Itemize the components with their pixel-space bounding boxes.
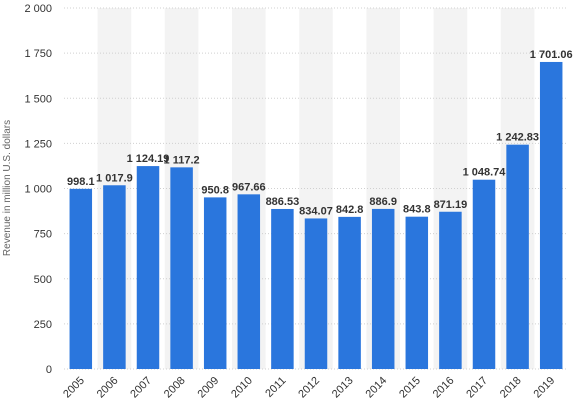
- x-tick-label: 2011: [263, 375, 288, 400]
- y-tick-label: 1 750: [24, 48, 52, 60]
- data-label: 1 117.2: [164, 154, 200, 166]
- bar: [271, 208, 294, 369]
- data-label: 886.9: [369, 196, 397, 208]
- y-tick-label: 1 000: [24, 184, 52, 196]
- data-label: 843.8: [403, 204, 431, 216]
- x-tick-label: 2005: [61, 375, 87, 401]
- data-label: 1 048.74: [463, 167, 507, 179]
- data-label: 871.19: [434, 199, 468, 211]
- bar: [405, 216, 429, 369]
- data-label: 1 242.83: [496, 132, 539, 144]
- x-tick-label: 2006: [95, 375, 121, 401]
- x-tick-label: 2009: [196, 375, 222, 401]
- bar: [203, 197, 227, 369]
- y-axis-ticks: 0 250 500 750 1 000 1 250 1 500 1 750 2 000: [24, 3, 52, 376]
- bar: [439, 211, 462, 369]
- x-tick-label: 2010: [229, 375, 255, 401]
- data-label: 998.1: [67, 176, 95, 188]
- x-tick-label: 2019: [532, 375, 558, 401]
- data-label: 1 017.9: [96, 172, 133, 184]
- x-tick-label: 2015: [397, 375, 423, 401]
- x-tick-label: 2014: [364, 375, 390, 401]
- bar: [136, 166, 160, 369]
- x-tick-label: 2007: [128, 375, 154, 401]
- bar: [237, 194, 261, 369]
- y-tick-label: 0: [46, 364, 52, 376]
- bar: [69, 188, 93, 369]
- x-tick-label: 2012: [296, 375, 322, 401]
- bar: [304, 218, 328, 369]
- y-tick-label: 1 250: [24, 138, 52, 150]
- bar: [371, 208, 395, 369]
- bar: [539, 61, 563, 369]
- data-label: 1 701.06: [530, 49, 573, 61]
- y-tick-label: 250: [34, 319, 52, 331]
- x-tick-label: 2018: [498, 375, 524, 401]
- x-axis-ticks: 2005 2006 2007 2008 2009 2010 2011 2012 2013 2014…: [61, 375, 557, 401]
- bar: [103, 185, 126, 369]
- y-tick-label: 1 500: [24, 93, 52, 105]
- bars: [69, 61, 563, 369]
- y-tick-label: 750: [34, 229, 52, 241]
- x-tick-label: 2013: [330, 375, 356, 401]
- y-tick-label: 2 000: [24, 3, 52, 15]
- data-label: 842.8: [336, 204, 364, 216]
- data-label: 1 124.19: [127, 153, 170, 165]
- y-axis-label: Revenue in million U.S. dollars: [2, 120, 13, 256]
- x-tick-label: 2008: [162, 375, 188, 401]
- data-label: 886.53: [266, 196, 300, 208]
- y-tick-label: 500: [34, 274, 52, 286]
- bar: [170, 167, 193, 369]
- x-tick-label: 2016: [431, 375, 457, 401]
- bar: [338, 216, 361, 369]
- x-tick-label: 2017: [464, 375, 490, 401]
- bar: [506, 144, 529, 369]
- data-label: 950.8: [201, 184, 229, 196]
- data-label: 967.66: [232, 181, 266, 193]
- bar: [472, 179, 496, 369]
- data-label: 834.07: [299, 205, 333, 217]
